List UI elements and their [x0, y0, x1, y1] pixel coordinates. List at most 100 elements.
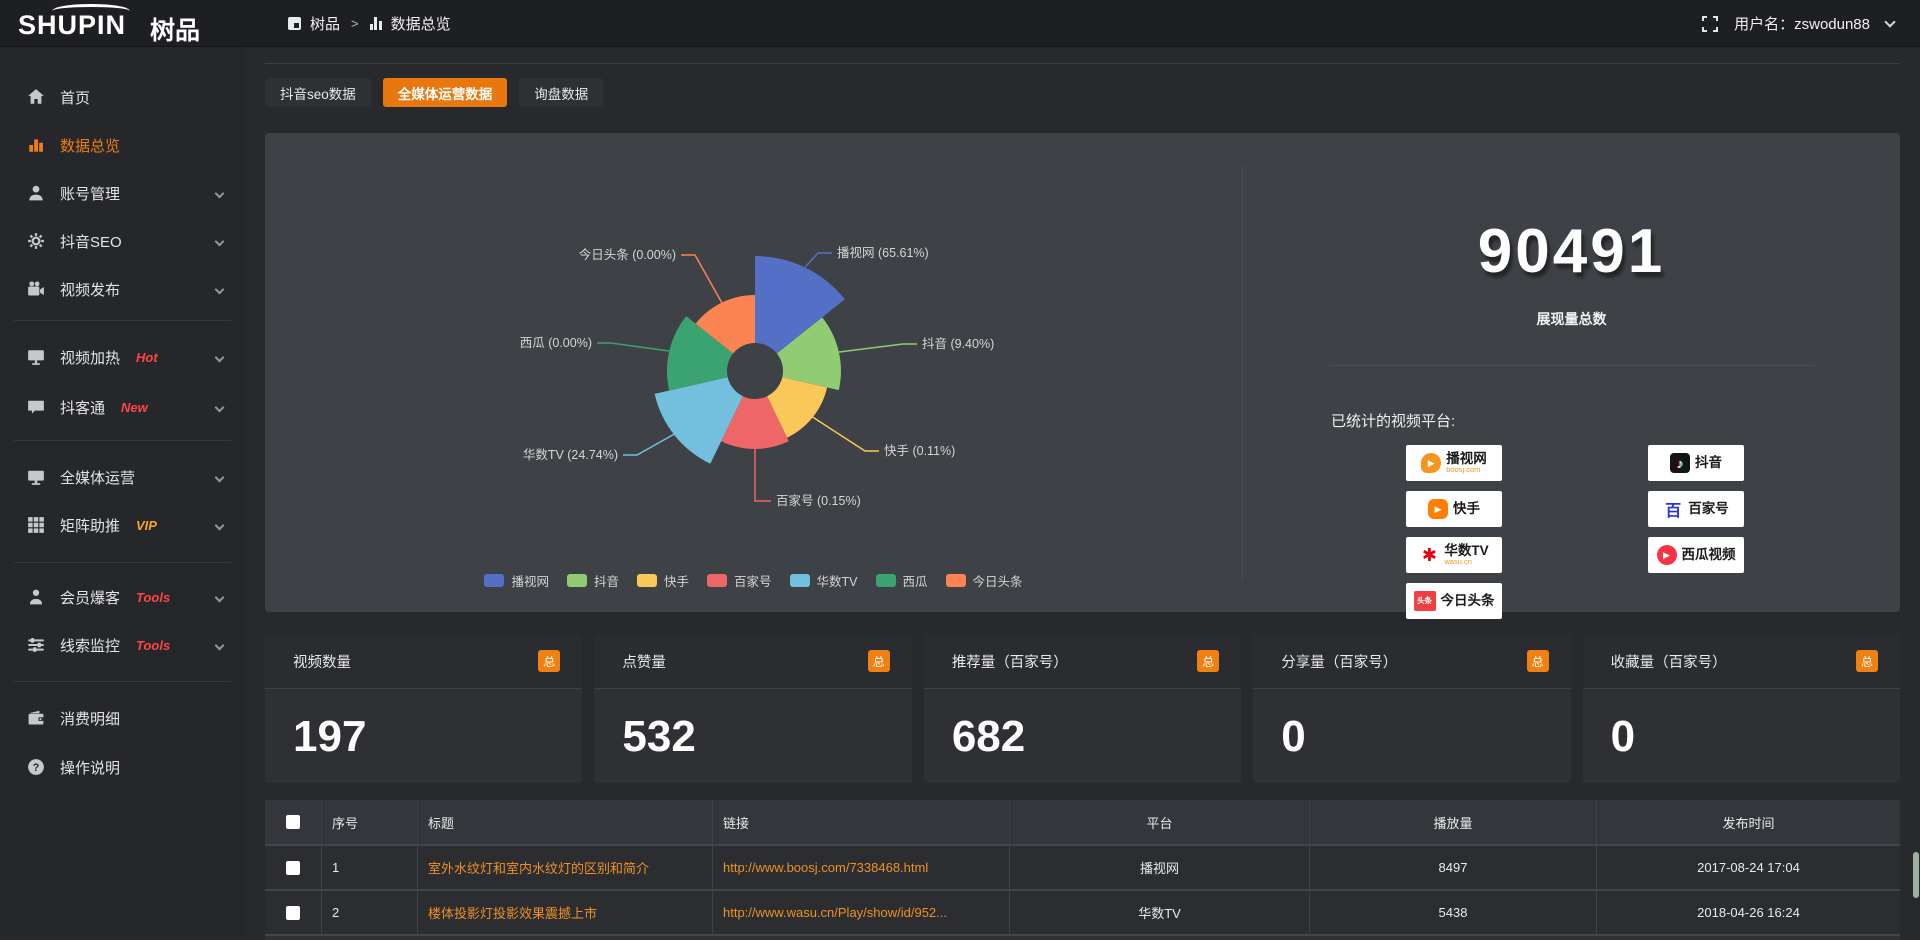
platform-name: 华数TV: [1444, 543, 1489, 559]
tab-0[interactable]: 抖音seo数据: [265, 78, 371, 107]
sidebar-badge: Hot: [136, 349, 158, 365]
column-header-6: 发布时间: [1722, 815, 1775, 831]
chart-icon: [27, 136, 45, 154]
sidebar-item-label: 视频发布: [60, 281, 121, 299]
rose-slice-今日头条[interactable]: [695, 295, 755, 354]
rose-slice-百家号[interactable]: [721, 396, 789, 450]
legend-item-西瓜[interactable]: 西瓜: [875, 571, 928, 590]
chevron-down-icon: [214, 188, 225, 198]
username-label[interactable]: 用户名：zswodun88: [1734, 16, 1870, 33]
legend-label: 快手: [663, 575, 689, 589]
cell-time: 2018-04-26 16:24: [1697, 905, 1800, 920]
cell-link[interactable]: http://www.wasu.cn/Play/show/id/952...: [713, 891, 1010, 934]
user-area: 用户名：zswodun88: [1702, 0, 1896, 47]
stat-card-value: 682: [951, 712, 1026, 761]
stat-card-label: 视频数量: [293, 654, 351, 671]
platform-badge-播视网[interactable]: ▶ 播视网 boosj.com: [1406, 445, 1502, 481]
label-line: [804, 252, 832, 268]
sidebar-item-home[interactable]: 首页: [0, 73, 245, 121]
cell-title[interactable]: 楼体投影灯投影效果震撼上市: [418, 891, 713, 934]
sidebar-item-chat[interactable]: 抖客通 New: [0, 383, 245, 431]
total-badge[interactable]: 总: [867, 650, 890, 672]
legend-item-抖音[interactable]: 抖音: [566, 571, 619, 590]
app-logo[interactable]: SHUPIN 树品: [18, 4, 228, 45]
stat-card-label: 点赞量: [622, 654, 666, 671]
row-checkbox[interactable]: [286, 905, 300, 920]
column-header-5: 播放量: [1310, 800, 1597, 844]
total-badge[interactable]: 总: [1526, 650, 1549, 672]
sidebar-divider: [14, 440, 231, 441]
rose-slice-华数TV[interactable]: [654, 377, 743, 464]
rose-slice-播视网[interactable]: [755, 256, 845, 354]
sidebar-item-camera[interactable]: 视频发布: [0, 265, 245, 313]
platform-badge-今日头条[interactable]: 头条 今日头条: [1406, 583, 1502, 619]
row-checkbox[interactable]: [286, 860, 300, 875]
stat-card-1: 点赞量 总 532: [594, 634, 912, 783]
chevron-down-icon[interactable]: [1884, 15, 1896, 28]
platform-badge-快手[interactable]: ▶ 快手: [1406, 491, 1502, 527]
slice-label: 西瓜 (0.00%): [520, 336, 592, 350]
sidebar-item-person[interactable]: 会员爆客 Tools: [0, 573, 245, 621]
fullscreen-icon[interactable]: [1702, 15, 1719, 32]
scrollbar-thumb[interactable]: [1913, 852, 1919, 898]
sidebar-badge: Tools: [136, 589, 171, 605]
breadcrumb-home[interactable]: 树品: [310, 16, 341, 33]
stat-card-label: 推荐量（百家号）: [951, 654, 1068, 671]
total-badge[interactable]: 总: [1197, 650, 1220, 672]
total-badge[interactable]: 总: [1856, 650, 1879, 672]
platform-share-rose-chart[interactable]: 播视网 (65.61%) 抖音 (9.40%) 快手 (0.11%) 百家号 (0.1…: [265, 133, 1242, 612]
legend-item-播视网[interactable]: 播视网: [484, 571, 549, 590]
chat-icon: [27, 398, 45, 416]
platform-badge-西瓜视频[interactable]: ▶ 西瓜视频: [1648, 537, 1744, 573]
legend-label: 华数TV: [816, 575, 858, 589]
stat-card-header: 分享量（百家号） 总: [1253, 634, 1571, 689]
legend-item-华数TV[interactable]: 华数TV: [789, 571, 858, 590]
chevron-down-icon: [214, 352, 225, 362]
monitor-icon: [27, 468, 45, 486]
tab-1[interactable]: 全媒体运营数据: [382, 78, 508, 107]
sidebar-item-monitor[interactable]: 全媒体运营: [0, 453, 245, 501]
legend-label: 播视网: [511, 575, 549, 589]
panel-vertical-divider: [1242, 165, 1243, 580]
sidebar-item-gear[interactable]: 抖音SEO: [0, 217, 245, 265]
legend-item-今日头条[interactable]: 今日头条: [945, 571, 1023, 590]
sidebar-item-help[interactable]: ? 操作说明: [0, 743, 245, 791]
cell-title[interactable]: 室外水纹灯和室内水纹灯的区别和简介: [418, 846, 713, 889]
tab-2[interactable]: 询盘数据: [519, 78, 604, 107]
sidebar-item-screen[interactable]: 视频加热 Hot: [0, 333, 245, 381]
label-line: [810, 415, 879, 452]
sidebar-item-sliders[interactable]: 线索监控 Tools: [0, 621, 245, 669]
sidebar-item-label: 消费明细: [60, 710, 121, 728]
slice-label: 播视网 (65.61%): [837, 245, 929, 260]
sidebar-item-wallet[interactable]: 消费明细: [0, 694, 245, 742]
legend-item-百家号[interactable]: 百家号: [707, 571, 772, 590]
top-bar: SHUPIN 树品 树品 > 数据总览 用户名：zswodun88: [0, 0, 1920, 47]
sidebar-item-user[interactable]: 账号管理: [0, 169, 245, 217]
stat-card-header: 点赞量 总: [594, 634, 912, 689]
rose-slice-抖音[interactable]: [776, 317, 841, 391]
sidebar-badge: Tools: [136, 637, 171, 653]
stat-card-value: 532: [622, 712, 696, 761]
rose-slice-快手[interactable]: [767, 377, 828, 438]
cell-link[interactable]: http://www.boosj.com/7338468.html: [713, 846, 1010, 889]
sidebar-item-chart[interactable]: 数据总览: [0, 121, 245, 169]
platform-badge-华数TV[interactable]: ✱ 华数TV wasu.cn: [1406, 537, 1502, 573]
total-badge[interactable]: 总: [538, 650, 561, 672]
rose-slice-西瓜[interactable]: [666, 316, 734, 391]
chevron-down-icon: [214, 402, 225, 412]
sidebar-item-grid[interactable]: 矩阵助推 VIP: [0, 501, 245, 549]
select-all-checkbox[interactable]: [286, 815, 300, 829]
tab-bar: 抖音seo数据 全媒体运营数据 询盘数据: [265, 78, 604, 107]
platform-badge-百家号[interactable]: 百 百家号: [1648, 491, 1744, 527]
play-icon: ▶: [1421, 453, 1442, 473]
chevron-down-icon: [214, 640, 225, 650]
cell-platform: 播视网: [1010, 846, 1310, 889]
chart-legend: 播视网 抖音 快手 百家号 华数TV 西瓜 今日头条: [265, 571, 1242, 590]
slice-label: 今日头条 (0.00%): [579, 247, 676, 262]
cell-no: 2: [322, 891, 418, 934]
legend-item-快手[interactable]: 快手: [636, 571, 689, 590]
column-header-2: 标题: [418, 800, 713, 844]
legend-swatch: [875, 574, 896, 587]
platform-badge-grid: ▶ 播视网 boosj.com ♪ 抖音 ▶ 快手 百 百家号 ✱ 华数TV wasu.cn…: [1406, 445, 1900, 619]
platform-badge-抖音[interactable]: ♪ 抖音: [1648, 445, 1744, 481]
